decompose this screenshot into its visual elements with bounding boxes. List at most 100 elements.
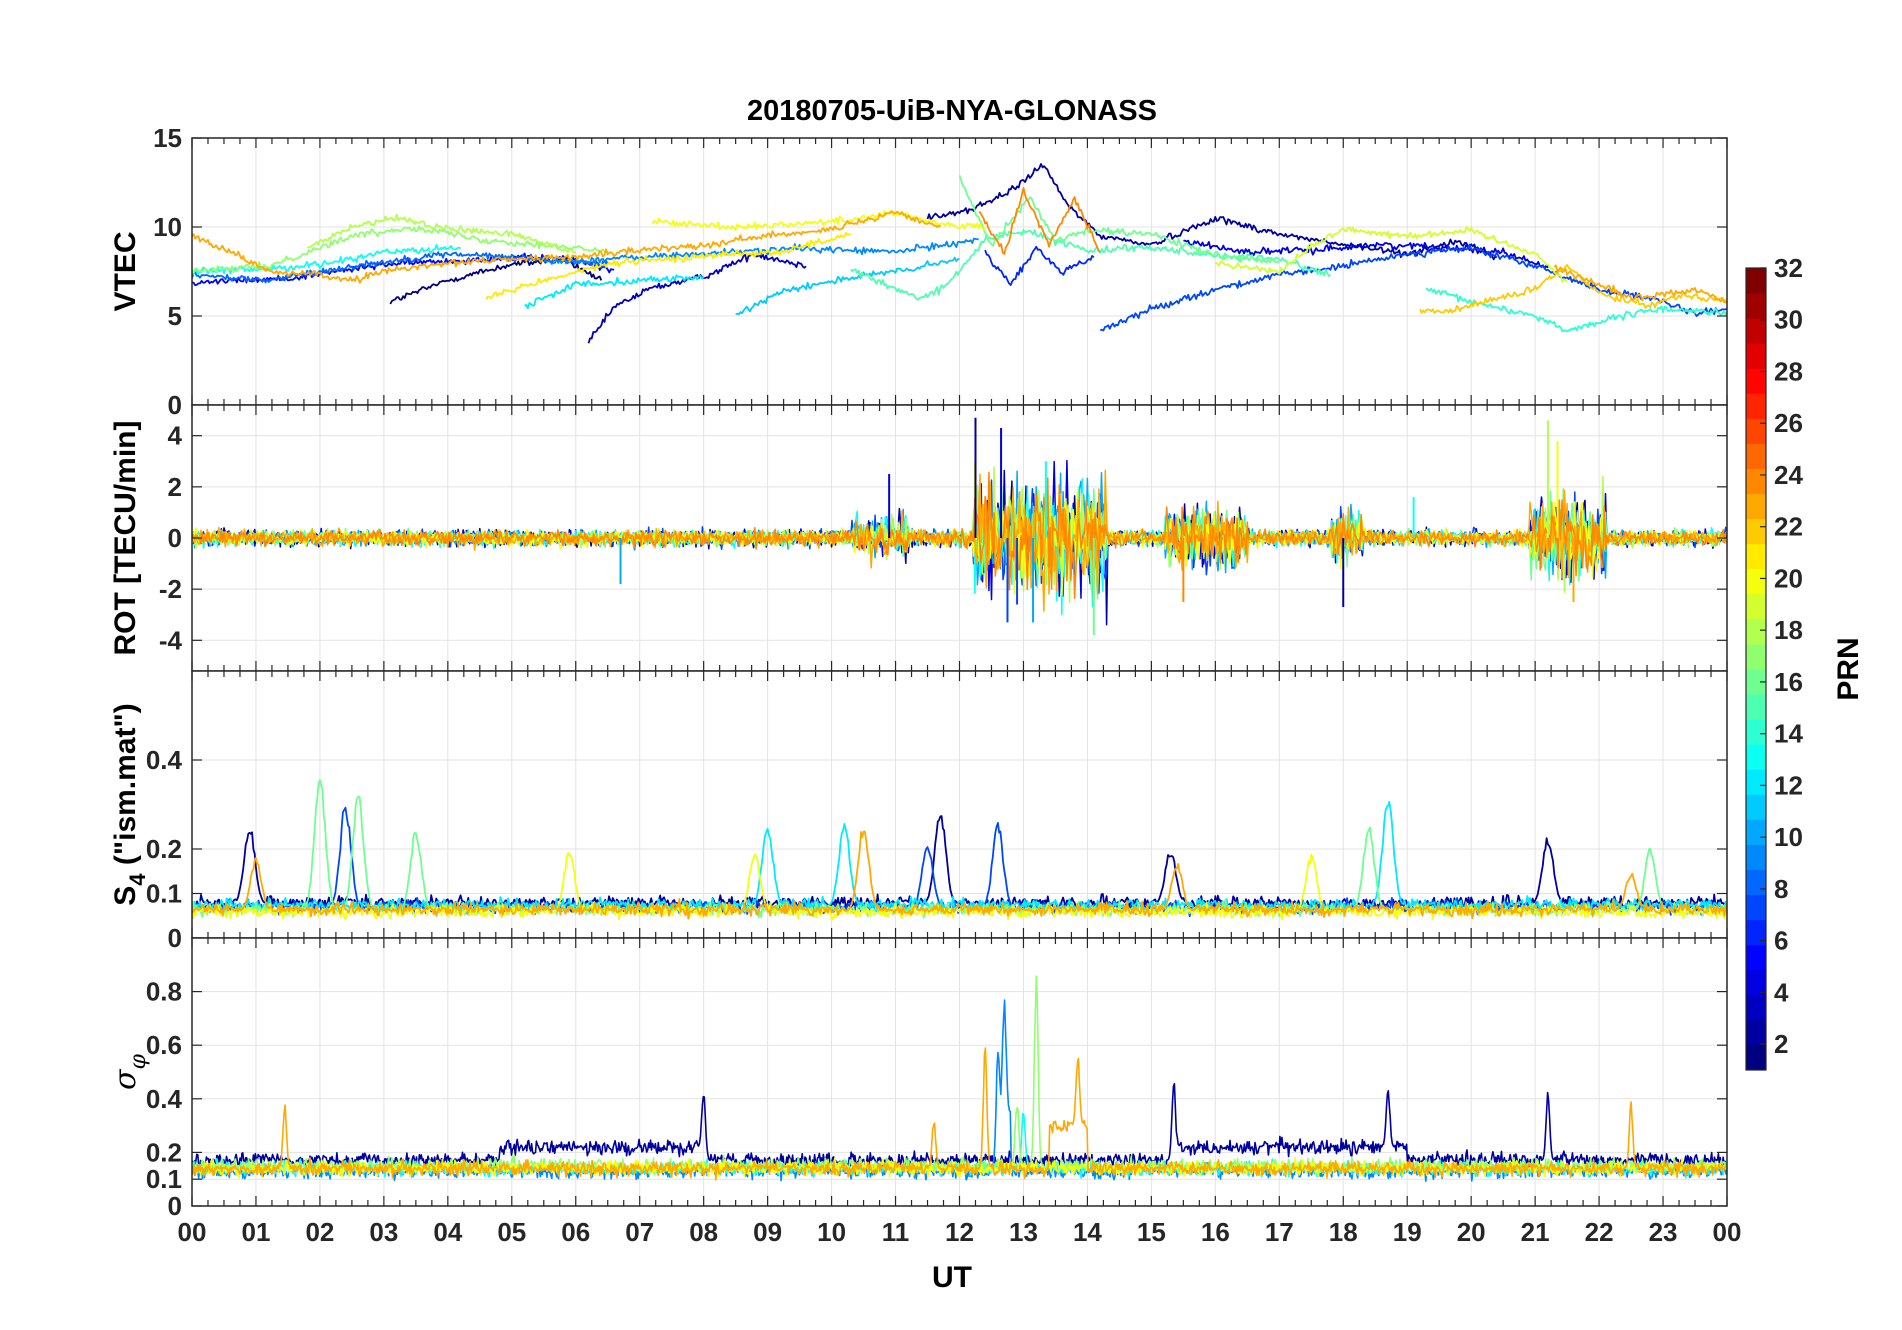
x-tick-label: 06 [561,1217,590,1247]
colorbar-segment [1746,418,1766,444]
colorbar-segment [1746,794,1766,820]
x-tick-label: 00 [1713,1217,1742,1247]
x-tick-label: 22 [1585,1217,1614,1247]
x-tick-label: 00 [178,1217,207,1247]
rot-series-prn-24 [192,471,1727,613]
colorbar-tick-label: 28 [1774,356,1803,386]
y-tick-label: 0 [168,523,182,553]
colorbar-segment [1746,969,1766,996]
y-tick-label: 0.1 [146,879,182,909]
y-tick-label: 15 [153,123,182,153]
colorbar-segment [1746,994,1766,1021]
colorbar-segment [1746,593,1766,620]
panel-sigma: 00.10.2 0.4 0.6 0.8 σφ 00 01 02 03 04 05 06 07 08 09 10… [108,937,1742,1247]
y-tick-label: 0.8 [146,977,182,1007]
y-tick-label: -2 [159,574,182,604]
x-tick-label: 07 [625,1217,654,1247]
vtec-series-prn-24 [978,187,1101,255]
colorbar-tick-label: 8 [1774,874,1788,904]
series-sigma [192,975,1727,1182]
series-s4 [192,779,1727,921]
colorbar-segment [1746,894,1766,921]
vtec-series-prn-22 [1419,263,1727,314]
colorbar-segment [1746,844,1766,870]
y-tick-label: 2 [168,472,182,502]
colorbar-tick-label: 2 [1774,1029,1788,1059]
colorbar-segment [1746,493,1766,520]
sigma-series-prn-2 [192,1082,1727,1171]
colorbar-tick-label: 18 [1774,615,1803,645]
colorbar-segment [1746,819,1766,845]
x-tick-label: 11 [882,1217,910,1247]
colorbar-segment [1746,293,1766,319]
vtec-series-prn-6 [984,245,1095,286]
colorbar-label: PRN [1832,637,1865,700]
x-tick-label: 18 [1329,1217,1358,1247]
panel-vtec: 0 5 10 15 VTEC [109,123,1728,420]
series-vtec [192,163,1727,344]
x-tick-label: 20 [1457,1217,1486,1247]
colorbar-segment [1746,568,1766,595]
vtec-series-prn-21 [485,231,851,300]
s4-series-prn-20 [192,852,1727,921]
colorbar-segment [1746,443,1766,469]
colorbar-tick-label: 10 [1774,822,1803,852]
vtec-series-prn-1 [389,257,603,305]
chart-title: 20180705-UiB-NYA-GLONASS [747,95,1157,127]
colorbar-segment [1746,468,1766,495]
ylabel-sub: 4 [125,873,150,886]
vtec-series-prn-9 [543,237,979,265]
x-tick-label: 04 [433,1217,462,1247]
vtec-series-prn-20 [651,210,986,231]
y-tick-label: 10 [153,212,182,242]
y-axis-label-vtec: VTEC [109,231,142,311]
y-tick-label: -4 [159,625,183,655]
x-tick-label: 17 [1265,1217,1294,1247]
x-tick-label: 01 [241,1217,270,1247]
colorbar-tick-label: 32 [1774,253,1803,283]
panel-s4: 00.10.20.4S4 ("ism.mat") [109,670,1728,953]
colorbar-segment [1746,744,1766,770]
ylabel-sub: φ [126,1053,151,1069]
y-axis-label-rot: ROT [TECU/min] [109,421,142,656]
y-tick-label: 0.1 [146,1164,182,1194]
colorbar-segment [1746,669,1766,695]
colorbar-segment [1746,694,1766,720]
colorbar-tick-label: 14 [1774,719,1803,749]
x-axis-label: UT [932,1261,972,1294]
vtec-series-prn-18 [306,213,577,254]
vtec-series-prn-23 [192,210,941,284]
colorbar-segment [1746,719,1766,745]
x-ticks-s4 [191,671,1728,938]
s4-series-prn-23 [192,830,1727,920]
ylabel-main: S [109,886,142,906]
y-tick-label: 0 [168,390,182,420]
x-tick-label: 12 [945,1217,974,1247]
vtec-series-prn-3 [587,252,807,344]
x-ticks-rot [191,405,1728,671]
vtec-series-prn-16 [958,175,1280,264]
vtec-series-prn-17 [192,225,608,274]
colorbar-tick-label: 22 [1774,512,1803,542]
colorbar-segment [1746,318,1766,344]
y-tick-label: 0 [168,1191,182,1221]
x-tick-label: 19 [1393,1217,1422,1247]
colorbar-tick-label: 4 [1774,977,1789,1007]
x-tick-label: 14 [1073,1217,1102,1247]
x-ticks-sigma [191,938,1728,1206]
x-tick-label: 23 [1649,1217,1678,1247]
vtec-series-prn-15 [850,228,1331,301]
y-axis-label-sigma: σφ [108,1053,151,1089]
series-rot [192,417,1727,636]
x-tick-label: 13 [1009,1217,1038,1247]
colorbar-segment [1746,543,1766,570]
x-tick-label: 21 [1521,1217,1550,1247]
colorbar-segment [1746,343,1766,369]
colorbar-segment [1746,1019,1766,1046]
colorbar-segment [1746,643,1766,670]
colorbar-segment [1746,268,1766,294]
panel-rot: -4 -2 0 2 4 ROT [TECU/min] [109,404,1728,672]
